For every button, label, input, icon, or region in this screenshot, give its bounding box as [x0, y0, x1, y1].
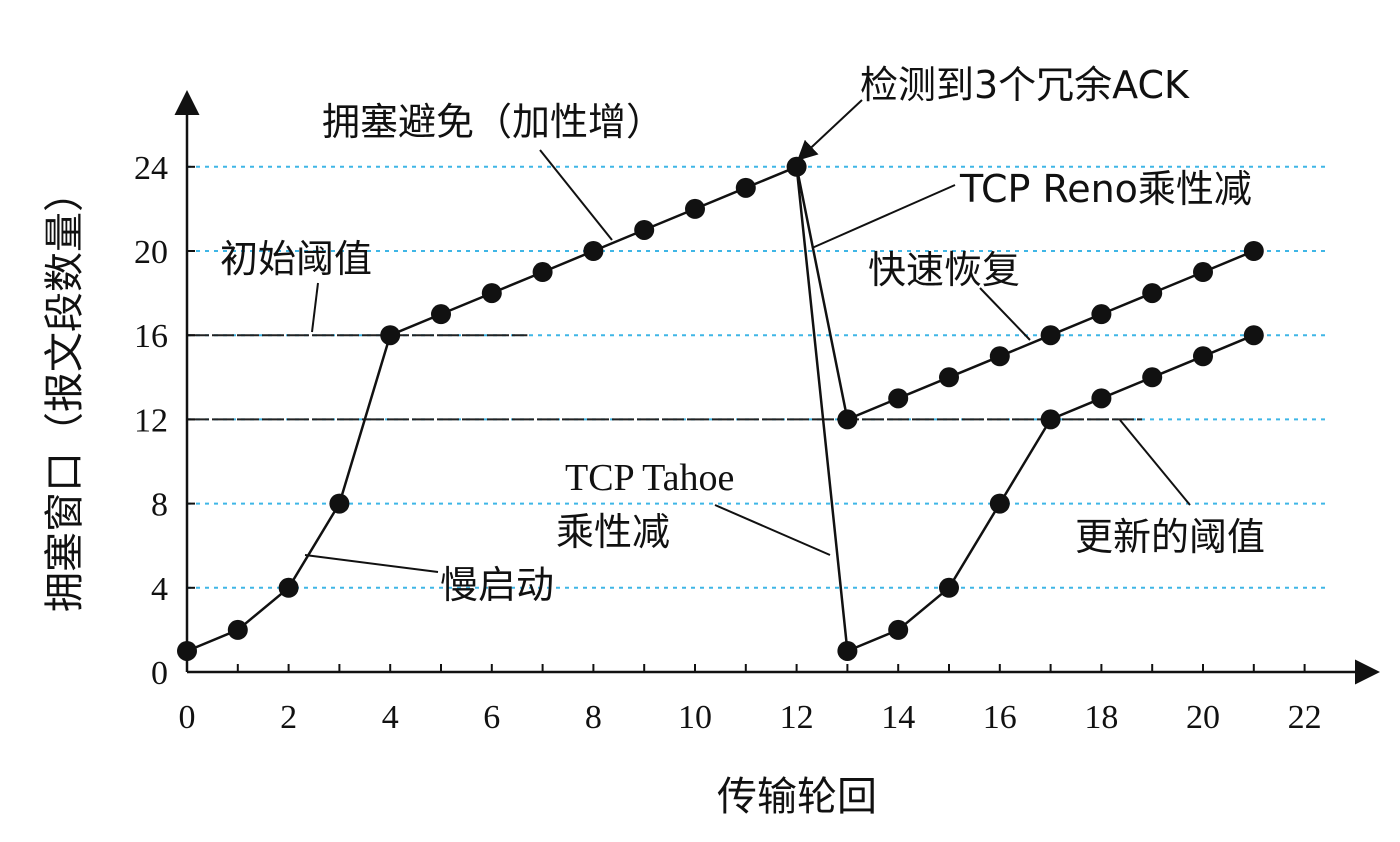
y-tick-label-16: 16: [134, 318, 168, 355]
y-tick-label-0: 0: [151, 655, 168, 692]
data-point-s0-1: [227, 619, 248, 640]
data-point-s2-7: [1142, 367, 1163, 388]
y-tick-label-20: 20: [134, 234, 168, 271]
annotation-leaders: [304, 99, 1191, 573]
annotation-tahoe-line2: 乘性减: [556, 510, 670, 554]
data-point-s2-9: [1243, 325, 1264, 346]
data-point-s2-6: [1091, 388, 1112, 409]
data-point-s1-1: [837, 409, 858, 430]
data-point-s1-9: [1243, 241, 1264, 261]
data-point-s1-2: [888, 388, 909, 409]
x-tick-label-0: 0: [179, 699, 196, 736]
x-axis-title: 传输轮回: [717, 774, 877, 820]
axes: [174, 90, 1380, 685]
data-point-s1-4: [989, 346, 1010, 367]
leader-initial-threshold: [311, 282, 319, 333]
data-point-s0-8: [583, 241, 604, 261]
data-point-s1-3: [939, 367, 959, 388]
x-tick-label-22: 22: [1288, 699, 1322, 736]
x-tick-label-8: 8: [585, 699, 602, 736]
y-axis-title: 拥塞窗口（报文段数量）: [42, 172, 88, 612]
data-point-s2-2: [888, 619, 909, 640]
x-tick-label-6: 6: [483, 699, 500, 736]
data-point-s0-12: [786, 156, 807, 177]
leader-tahoe: [714, 504, 831, 556]
annotation-congestion-avoidance: 拥塞避免（加性增）: [322, 100, 664, 144]
data-point-s0-5: [431, 304, 451, 325]
annotation-reno-md: TCP Reno乘性减: [959, 167, 1252, 211]
data-point-s0-11: [735, 177, 756, 198]
data-point-s0-10: [685, 198, 705, 219]
series-line-1: [795, 166, 1255, 422]
data-point-s2-3: [939, 577, 959, 598]
leader-triple-ack: [797, 99, 863, 161]
x-tick-label-18: 18: [1084, 699, 1118, 736]
data-point-s1-6: [1091, 304, 1112, 325]
y-tick-label-8: 8: [151, 487, 168, 524]
annotation-tahoe-line1: TCP Tahoe: [565, 457, 734, 499]
leader-updated-threshold: [1119, 419, 1191, 506]
leader-slow-start: [304, 554, 439, 573]
leader-fast-recovery: [979, 287, 1031, 341]
x-tick-label-10: 10: [678, 699, 712, 736]
series-markers: [177, 156, 1264, 661]
threshold-reference-lines: [187, 334, 1143, 421]
annotation-updated-threshold: 更新的阈值: [1075, 515, 1265, 559]
annotation-fast-recovery: 快速恢复: [868, 248, 1020, 292]
data-point-s0-0: [177, 640, 197, 661]
x-tick-label-16: 16: [983, 699, 1017, 736]
leader-reno-md: [811, 184, 956, 249]
data-point-s1-7: [1142, 283, 1163, 304]
x-tick-label-20: 20: [1186, 699, 1220, 736]
data-point-s2-8: [1193, 346, 1213, 367]
data-point-s0-9: [634, 219, 655, 240]
data-point-s1-5: [1040, 325, 1061, 346]
x-tick-label-12: 12: [780, 699, 814, 736]
data-point-s0-3: [329, 493, 350, 514]
data-point-s2-1: [837, 640, 858, 661]
y-tick-label-12: 12: [134, 402, 168, 439]
y-tick-label-24: 24: [134, 150, 168, 187]
annotation-initial-threshold: 初始阈值: [220, 237, 372, 281]
data-point-s0-7: [532, 262, 553, 283]
data-point-s0-4: [380, 325, 401, 346]
x-tick-label-14: 14: [881, 699, 915, 736]
leader-congestion-avoidance: [539, 149, 613, 241]
x-tick-label-4: 4: [382, 699, 399, 736]
data-point-s2-4: [989, 493, 1010, 514]
data-point-s0-2: [278, 577, 299, 598]
data-point-s1-8: [1193, 262, 1213, 283]
annotation-triple-ack: 检测到3个冗余ACK: [860, 63, 1190, 107]
series-line-2: [795, 166, 1255, 653]
x-tick-label-2: 2: [280, 699, 297, 736]
data-point-s2-5: [1040, 409, 1061, 430]
data-point-s0-6: [481, 283, 502, 304]
y-tick-label-4: 4: [151, 571, 168, 608]
annotation-slow-start: 慢启动: [440, 563, 554, 607]
